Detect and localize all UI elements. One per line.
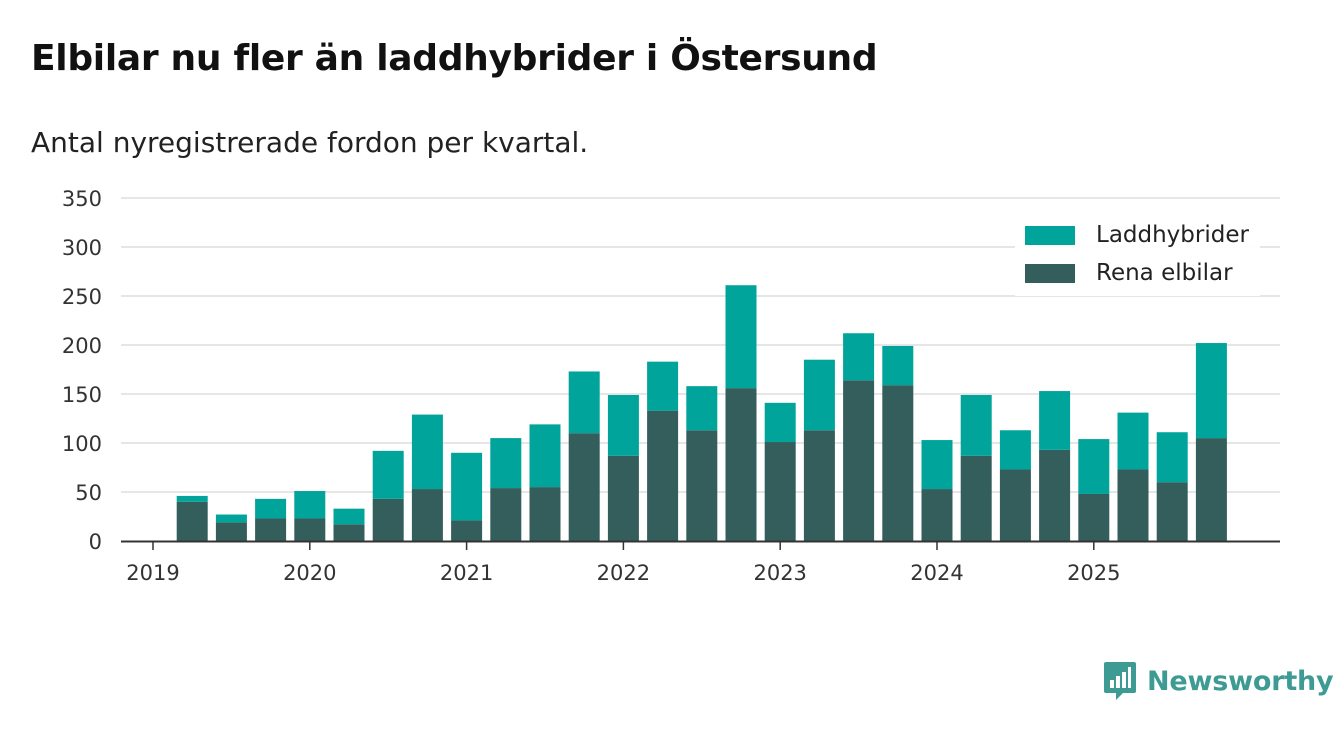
bar-rena-elbilar[interactable] bbox=[686, 430, 718, 541]
bar-rena-elbilar[interactable] bbox=[803, 430, 835, 541]
y-tick-label: 250 bbox=[62, 285, 102, 309]
bar-rena-elbilar[interactable] bbox=[372, 498, 404, 541]
x-tick-label: 2020 bbox=[283, 561, 336, 585]
bar-laddhybrider[interactable] bbox=[215, 514, 247, 523]
bar-rena-elbilar[interactable] bbox=[1195, 438, 1227, 541]
y-tick-label: 200 bbox=[62, 334, 102, 358]
bar-rena-elbilar[interactable] bbox=[1117, 469, 1149, 541]
bar-rena-elbilar[interactable] bbox=[333, 524, 365, 541]
bar-laddhybrider[interactable] bbox=[568, 371, 600, 434]
y-tick-label: 350 bbox=[62, 187, 102, 211]
bar-rena-elbilar[interactable] bbox=[1039, 449, 1071, 541]
bar-rena-elbilar[interactable] bbox=[921, 489, 953, 541]
bar-rena-elbilar[interactable] bbox=[764, 442, 796, 541]
bar-rena-elbilar[interactable] bbox=[451, 520, 483, 541]
bar-laddhybrider[interactable] bbox=[176, 495, 208, 502]
x-tick-label: 2022 bbox=[597, 561, 650, 585]
bar-rena-elbilar[interactable] bbox=[176, 501, 208, 541]
bar-rena-elbilar[interactable] bbox=[529, 487, 561, 541]
chart-subtitle: Antal nyregistrerade fordon per kvartal. bbox=[31, 126, 589, 159]
x-tick-label: 2025 bbox=[1067, 561, 1120, 585]
bar-laddhybrider[interactable] bbox=[1156, 432, 1188, 483]
bar-rena-elbilar[interactable] bbox=[411, 489, 443, 541]
newsworthy-logo-icon bbox=[1104, 662, 1136, 700]
bar-laddhybrider[interactable] bbox=[647, 361, 679, 411]
bar-rena-elbilar[interactable] bbox=[960, 455, 992, 541]
bar-rena-elbilar[interactable] bbox=[725, 388, 757, 541]
bar-rena-elbilar[interactable] bbox=[647, 410, 679, 541]
bar-laddhybrider[interactable] bbox=[294, 491, 326, 519]
bar-laddhybrider[interactable] bbox=[451, 452, 483, 521]
bar-laddhybrider[interactable] bbox=[725, 285, 757, 389]
bar-laddhybrider[interactable] bbox=[686, 386, 718, 431]
bars bbox=[176, 285, 1227, 541]
bar-laddhybrider[interactable] bbox=[1195, 343, 1227, 439]
bar-rena-elbilar[interactable] bbox=[568, 433, 600, 541]
chart-title: Elbilar nu fler än laddhybrider i Östers… bbox=[31, 38, 878, 79]
x-tick-label: 2024 bbox=[910, 561, 963, 585]
bar-laddhybrider[interactable] bbox=[882, 345, 914, 386]
bar-rena-elbilar[interactable] bbox=[999, 469, 1031, 541]
x-tick-label: 2019 bbox=[126, 561, 179, 585]
y-tick-label: 50 bbox=[75, 481, 102, 505]
bar-rena-elbilar[interactable] bbox=[1078, 493, 1110, 541]
bar-rena-elbilar[interactable] bbox=[215, 522, 247, 541]
bar-rena-elbilar[interactable] bbox=[1156, 482, 1188, 541]
x-tick-label: 2023 bbox=[753, 561, 806, 585]
axes: 0 50 100 150 200 250 300 350 2019 2020 2021 2022 202… bbox=[62, 187, 1280, 585]
legend-label-laddhybrider: Laddhybrider bbox=[1096, 222, 1249, 248]
bar-laddhybrider[interactable] bbox=[1039, 391, 1071, 450]
bar-laddhybrider[interactable] bbox=[333, 508, 365, 525]
bar-laddhybrider[interactable] bbox=[529, 424, 561, 488]
bar-laddhybrider[interactable] bbox=[764, 402, 796, 443]
y-tick-label: 150 bbox=[62, 383, 102, 407]
bar-rena-elbilar[interactable] bbox=[255, 518, 287, 541]
legend-item-laddhybrider[interactable]: Laddhybrider bbox=[1025, 220, 1249, 250]
bar-laddhybrider[interactable] bbox=[411, 414, 443, 490]
legend-label-rena-elbilar: Rena elbilar bbox=[1096, 260, 1233, 286]
bar-laddhybrider[interactable] bbox=[803, 359, 835, 431]
bar-laddhybrider[interactable] bbox=[999, 430, 1031, 470]
bar-rena-elbilar[interactable] bbox=[490, 488, 522, 541]
bar-laddhybrider[interactable] bbox=[255, 498, 287, 519]
legend-swatch-laddhybrider bbox=[1025, 225, 1075, 245]
bar-rena-elbilar[interactable] bbox=[294, 518, 326, 541]
bar-laddhybrider[interactable] bbox=[1117, 412, 1149, 470]
bar-laddhybrider[interactable] bbox=[607, 394, 639, 456]
y-tick-label: 100 bbox=[62, 432, 102, 456]
bar-laddhybrider[interactable] bbox=[490, 438, 522, 489]
y-tick-label: 0 bbox=[89, 530, 102, 554]
brand-name: Newsworthy bbox=[1147, 665, 1334, 697]
bar-laddhybrider[interactable] bbox=[1078, 439, 1110, 494]
y-tick-label: 300 bbox=[62, 236, 102, 260]
bar-laddhybrider[interactable] bbox=[843, 333, 875, 381]
bar-rena-elbilar[interactable] bbox=[882, 385, 914, 541]
bar-laddhybrider[interactable] bbox=[960, 394, 992, 456]
x-tick-label: 2021 bbox=[440, 561, 493, 585]
legend: Laddhybrider Rena elbilar bbox=[1015, 216, 1260, 296]
bar-rena-elbilar[interactable] bbox=[607, 455, 639, 541]
newsworthy-logo[interactable]: Newsworthy bbox=[1103, 660, 1334, 702]
legend-item-rena-elbilar[interactable]: Rena elbilar bbox=[1025, 258, 1233, 288]
bar-rena-elbilar[interactable] bbox=[843, 380, 875, 541]
bar-laddhybrider[interactable] bbox=[372, 450, 404, 499]
bar-laddhybrider[interactable] bbox=[921, 440, 953, 490]
legend-swatch-rena-elbilar bbox=[1025, 263, 1075, 283]
